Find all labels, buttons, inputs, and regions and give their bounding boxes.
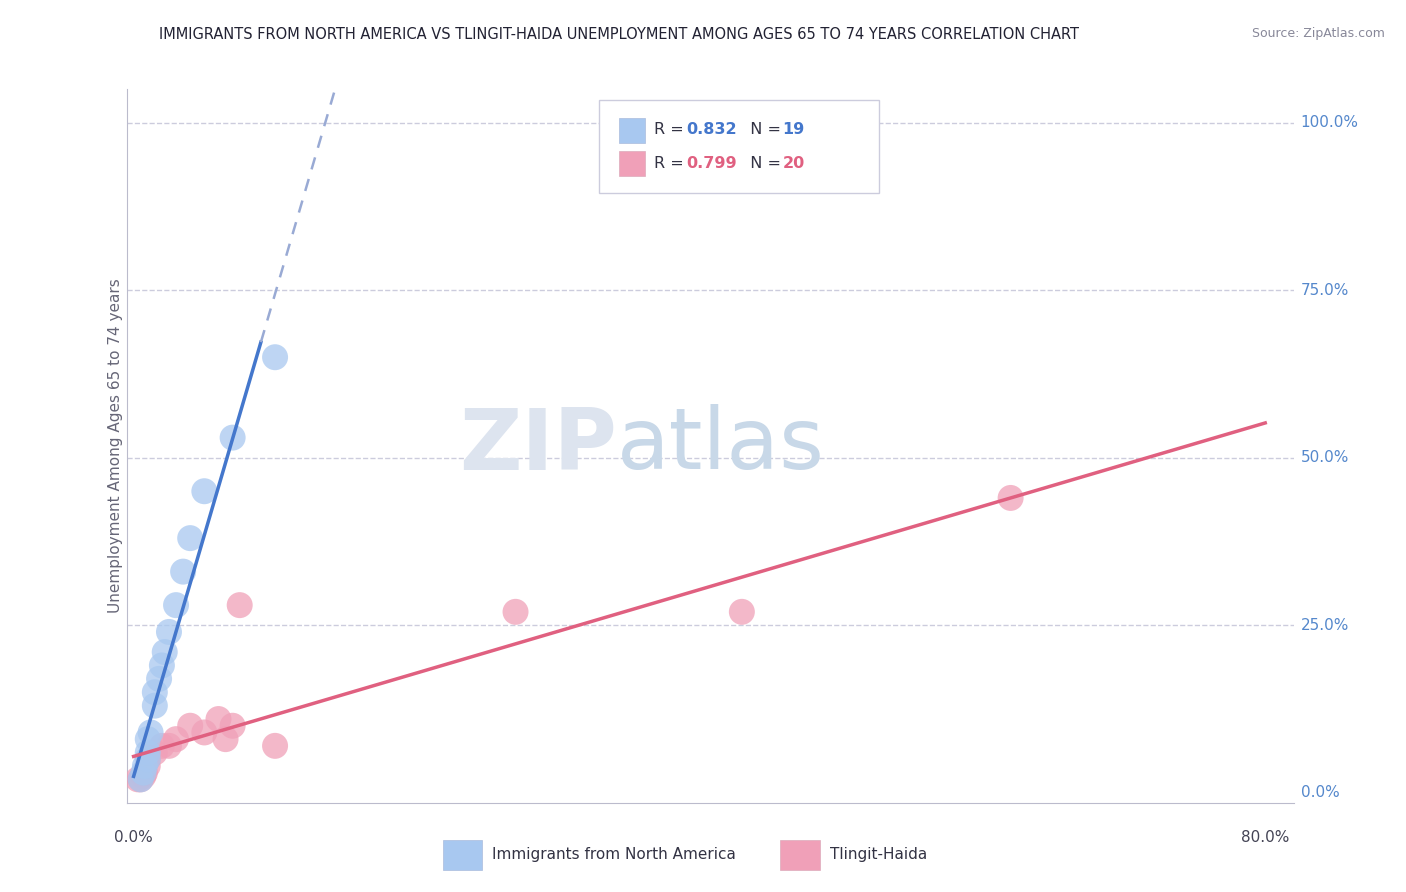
Text: 100.0%: 100.0% <box>1301 115 1358 130</box>
Point <box>136 746 159 760</box>
Point <box>1000 491 1022 505</box>
Point <box>136 752 159 766</box>
FancyBboxPatch shape <box>619 152 645 177</box>
Point <box>207 712 229 726</box>
Text: 50.0%: 50.0% <box>1301 450 1348 466</box>
Point <box>150 739 173 753</box>
Point <box>172 565 194 579</box>
Text: Immigrants from North America: Immigrants from North America <box>492 847 735 862</box>
Text: R =: R = <box>654 156 689 171</box>
Point <box>157 624 180 639</box>
Point <box>165 732 187 747</box>
Text: Tlingit-Haida: Tlingit-Haida <box>830 847 927 862</box>
Point <box>143 746 166 760</box>
Text: 19: 19 <box>782 122 804 137</box>
Point <box>731 605 754 619</box>
Point <box>136 752 159 766</box>
Text: 25.0%: 25.0% <box>1301 618 1348 632</box>
Point <box>179 531 201 545</box>
Point <box>136 732 159 747</box>
Point <box>228 598 250 612</box>
Y-axis label: Unemployment Among Ages 65 to 74 years: Unemployment Among Ages 65 to 74 years <box>108 278 122 614</box>
Point <box>148 672 170 686</box>
Text: 0.799: 0.799 <box>686 156 737 171</box>
Point <box>132 769 155 783</box>
Point <box>150 658 173 673</box>
Point <box>221 719 243 733</box>
Point <box>505 605 527 619</box>
Text: 0.0%: 0.0% <box>1301 785 1340 800</box>
Point <box>132 765 155 780</box>
Point <box>193 725 215 739</box>
Point <box>193 484 215 499</box>
FancyBboxPatch shape <box>599 100 879 193</box>
Text: atlas: atlas <box>617 404 825 488</box>
Text: N =: N = <box>741 156 786 171</box>
Text: N =: N = <box>741 122 786 137</box>
Text: 20: 20 <box>782 156 804 171</box>
Point <box>214 732 236 747</box>
Point <box>134 765 156 780</box>
Point <box>127 772 149 787</box>
Point <box>264 739 287 753</box>
Text: 80.0%: 80.0% <box>1241 830 1289 845</box>
Point <box>134 759 156 773</box>
Text: ZIP: ZIP <box>458 404 617 488</box>
Text: R =: R = <box>654 122 689 137</box>
Point <box>129 772 152 787</box>
Point <box>129 772 152 787</box>
Text: 0.832: 0.832 <box>686 122 737 137</box>
Point <box>136 759 159 773</box>
Point <box>157 739 180 753</box>
Point <box>139 725 162 739</box>
Point <box>153 645 176 659</box>
FancyBboxPatch shape <box>619 118 645 143</box>
Text: 0.0%: 0.0% <box>114 830 153 845</box>
Point <box>165 598 187 612</box>
Text: Source: ZipAtlas.com: Source: ZipAtlas.com <box>1251 27 1385 40</box>
Point <box>143 685 166 699</box>
Text: IMMIGRANTS FROM NORTH AMERICA VS TLINGIT-HAIDA UNEMPLOYMENT AMONG AGES 65 TO 74 : IMMIGRANTS FROM NORTH AMERICA VS TLINGIT… <box>159 27 1078 42</box>
Point <box>179 719 201 733</box>
Point <box>143 698 166 713</box>
Point <box>264 350 287 364</box>
Point <box>221 431 243 445</box>
Text: 75.0%: 75.0% <box>1301 283 1348 298</box>
